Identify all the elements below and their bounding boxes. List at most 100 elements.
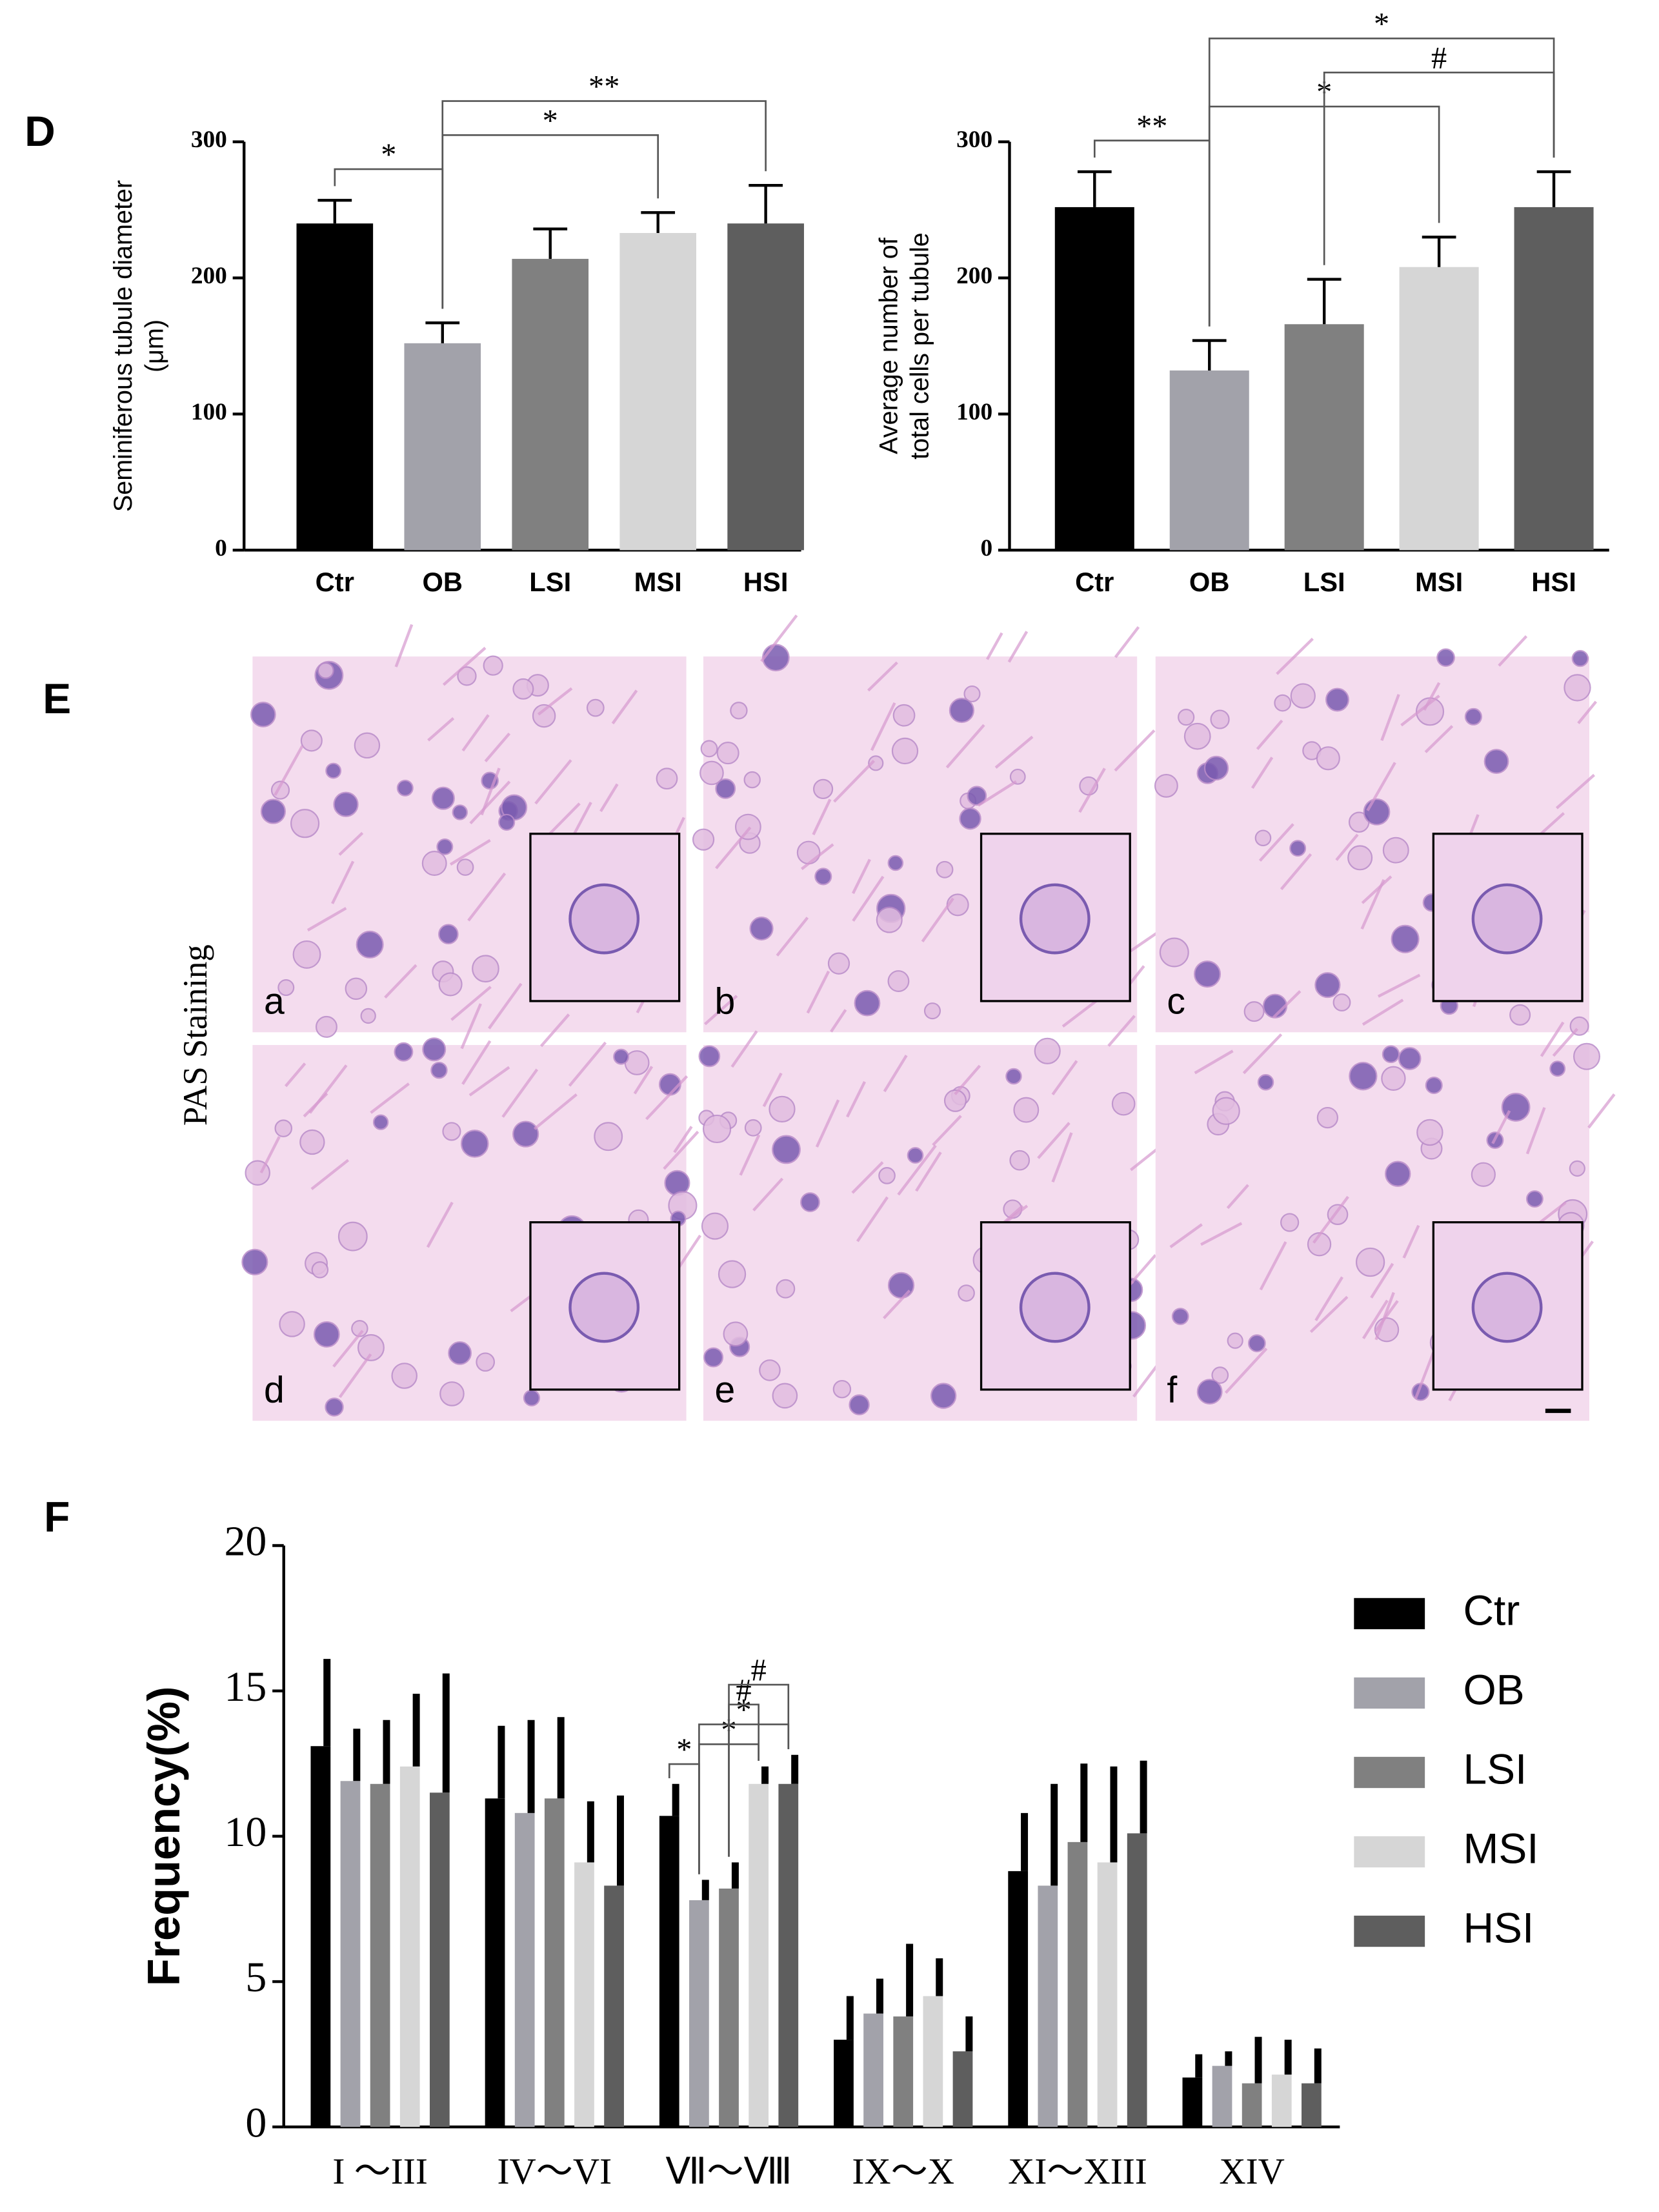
fiber [633, 1066, 654, 1095]
cell [1471, 1162, 1496, 1187]
fiber [645, 1075, 689, 1121]
cell [523, 1389, 541, 1406]
cell [337, 1221, 368, 1252]
bar [727, 223, 804, 551]
cell [1009, 768, 1026, 785]
fiber [846, 1081, 867, 1118]
bar [1067, 1842, 1088, 2127]
cell [699, 760, 724, 786]
y-tick-label: 20 [224, 1518, 266, 1565]
bar [1212, 2065, 1232, 2127]
cell [769, 1095, 796, 1122]
cell [460, 1130, 489, 1158]
bar [719, 1888, 739, 2127]
cell [356, 930, 384, 959]
bar [296, 223, 374, 551]
cell [891, 737, 919, 765]
bar [370, 1783, 390, 2127]
bar [1008, 1871, 1029, 2127]
cell [1349, 1062, 1378, 1091]
cell [483, 655, 503, 676]
cell [1332, 993, 1351, 1011]
fiber [1051, 1132, 1073, 1183]
cell [430, 1061, 448, 1079]
x-tick-label: MSI [634, 567, 682, 597]
cell [438, 924, 459, 945]
legend-label: HSI [1463, 1903, 1534, 1951]
fiber [332, 1330, 364, 1368]
x-tick-label: Ctr [316, 567, 354, 597]
y-axis-label: Average number of [874, 237, 903, 454]
bar [512, 259, 589, 551]
cell [730, 702, 748, 720]
micrograph: c [1154, 635, 1598, 1036]
significance-mark: * [543, 104, 558, 138]
cell [452, 804, 468, 820]
cell [703, 1347, 724, 1368]
cell [827, 952, 850, 975]
y-tick-label: 10 [224, 1809, 266, 1856]
significance-mark: * [1374, 7, 1389, 41]
cell [1483, 749, 1509, 774]
fiber [461, 714, 490, 752]
bar [1097, 1862, 1118, 2127]
cell [360, 1008, 376, 1024]
cell [1571, 649, 1589, 667]
cell [936, 860, 954, 878]
legend-swatch [1354, 1756, 1425, 1789]
fiber [1423, 682, 1441, 711]
cell [1382, 1045, 1400, 1064]
cell [274, 1119, 293, 1137]
y-tick-label: 200 [191, 263, 227, 289]
fiber [338, 1353, 372, 1398]
fiber [1051, 1060, 1078, 1096]
legend-swatch [1354, 1598, 1425, 1630]
fiber [945, 724, 985, 769]
fiber [1037, 1122, 1071, 1159]
significance-bracket [728, 1683, 790, 1857]
significance-mark: * [736, 1693, 752, 1727]
fiber [801, 843, 834, 871]
bar [399, 1766, 420, 2127]
cell [1416, 1119, 1443, 1146]
micrograph: a [250, 624, 687, 1038]
cell [723, 1321, 749, 1347]
fiber [897, 1144, 937, 1196]
cell [1509, 1004, 1531, 1026]
cell [800, 1192, 820, 1212]
x-tick-label: IV～VI [498, 2151, 612, 2192]
cell [772, 1383, 798, 1409]
cell [1563, 674, 1591, 702]
bar [689, 1900, 709, 2127]
cell [372, 1114, 389, 1130]
fiber [1402, 1224, 1420, 1259]
bar [1284, 324, 1364, 551]
fiber [1361, 875, 1393, 904]
bar [430, 1792, 450, 2127]
cell [512, 1121, 539, 1148]
fiber [715, 826, 752, 869]
fiber [1491, 1110, 1511, 1144]
fiber [921, 897, 954, 942]
cell [532, 704, 556, 728]
cell [313, 1321, 340, 1348]
fiber [851, 1161, 884, 1194]
cell [317, 662, 334, 679]
fiber [1078, 767, 1106, 813]
legend-label: MSI [1463, 1824, 1538, 1872]
cell [438, 972, 463, 997]
fiber [1224, 1347, 1268, 1394]
fiber [851, 858, 871, 895]
cell [762, 644, 790, 672]
cell [1248, 1334, 1266, 1352]
fiber [338, 831, 364, 856]
cell [1381, 1066, 1406, 1091]
fiber [1242, 1033, 1283, 1075]
cell [1355, 1247, 1385, 1277]
fiber [1061, 998, 1100, 1028]
cell [1391, 924, 1420, 953]
fiber [1114, 729, 1156, 772]
inset-cell [568, 883, 640, 955]
fiber [467, 872, 507, 922]
fiber [932, 1115, 962, 1146]
